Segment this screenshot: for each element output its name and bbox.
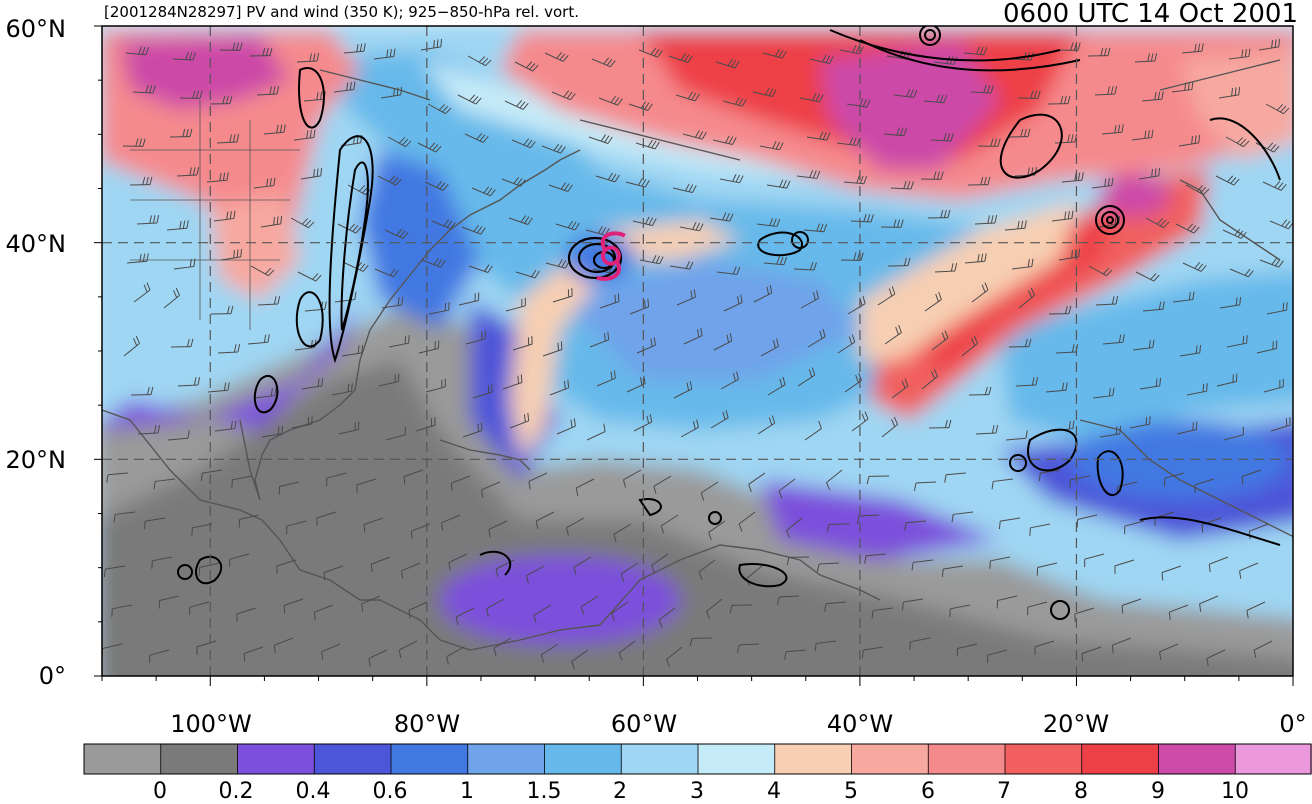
colorbar-swatch (1081, 744, 1159, 774)
colorbar-label: 10 (1221, 779, 1249, 804)
storm-marker-icon (596, 231, 626, 281)
colorbar-label: 3 (690, 779, 704, 804)
lon-label-60w: 60°W (610, 710, 678, 738)
lat-label-60n: 60°N (5, 15, 67, 43)
colorbar-swatch (391, 744, 469, 774)
colorbar-label: 0.2 (218, 779, 254, 804)
colorbar-label: 8 (1074, 779, 1088, 804)
colorbar-label: 1 (460, 779, 474, 804)
colorbar-label: 6 (921, 779, 935, 804)
colorbar-swatch (621, 744, 699, 774)
colorbar-label: 9 (1151, 779, 1165, 804)
colorbar-label: 5 (844, 779, 858, 804)
lat-label-20n: 20°N (5, 446, 67, 474)
colorbar-swatch (1005, 744, 1083, 774)
colorbar-swatch (928, 744, 1006, 774)
colorbar-swatch (84, 744, 162, 774)
axis-ticks (94, 25, 1294, 686)
colorbar-label: 0.6 (372, 779, 408, 804)
colorbar-label: 4 (767, 779, 781, 804)
pv-field-shading (102, 26, 1293, 676)
vorticity-contours (177, 26, 1281, 620)
lon-label-20w: 20°W (1042, 710, 1110, 738)
wind-barbs (102, 38, 1293, 670)
lon-label-40w: 40°W (826, 710, 894, 738)
colorbar-label: 7 (997, 779, 1011, 804)
colorbar-swatch (160, 744, 238, 774)
map-title: [2001284N28297] PV and wind (350 K); 925… (104, 3, 579, 21)
lon-label-80w: 80°W (393, 710, 461, 738)
colorbar-swatch (544, 744, 622, 774)
colorbar-label: 1.5 (526, 779, 562, 804)
colorbar-label: 2 (613, 779, 627, 804)
lat-lon-grid (102, 26, 1293, 676)
lon-label-100w: 100°W (170, 710, 252, 738)
valid-time: 0600 UTC 14 Oct 2001 (1003, 0, 1298, 29)
lat-label-40n: 40°N (5, 230, 67, 258)
lat-label-0: 0° (38, 662, 66, 690)
colorbar-label: 0 (153, 779, 167, 804)
lon-label-0: 0° (1279, 710, 1307, 738)
colorbar-swatch (1158, 744, 1236, 774)
colorbar-swatch (774, 744, 852, 774)
colorbar-swatch (467, 744, 545, 774)
colorbar-swatch (314, 744, 392, 774)
colorbar-swatch (698, 744, 776, 774)
colorbar-swatch (851, 744, 929, 774)
pv-wind-map (94, 25, 1294, 686)
colorbar-swatch (237, 744, 315, 774)
colorbar-swatch (1235, 744, 1312, 774)
colorbar-label: 0.4 (295, 779, 331, 804)
